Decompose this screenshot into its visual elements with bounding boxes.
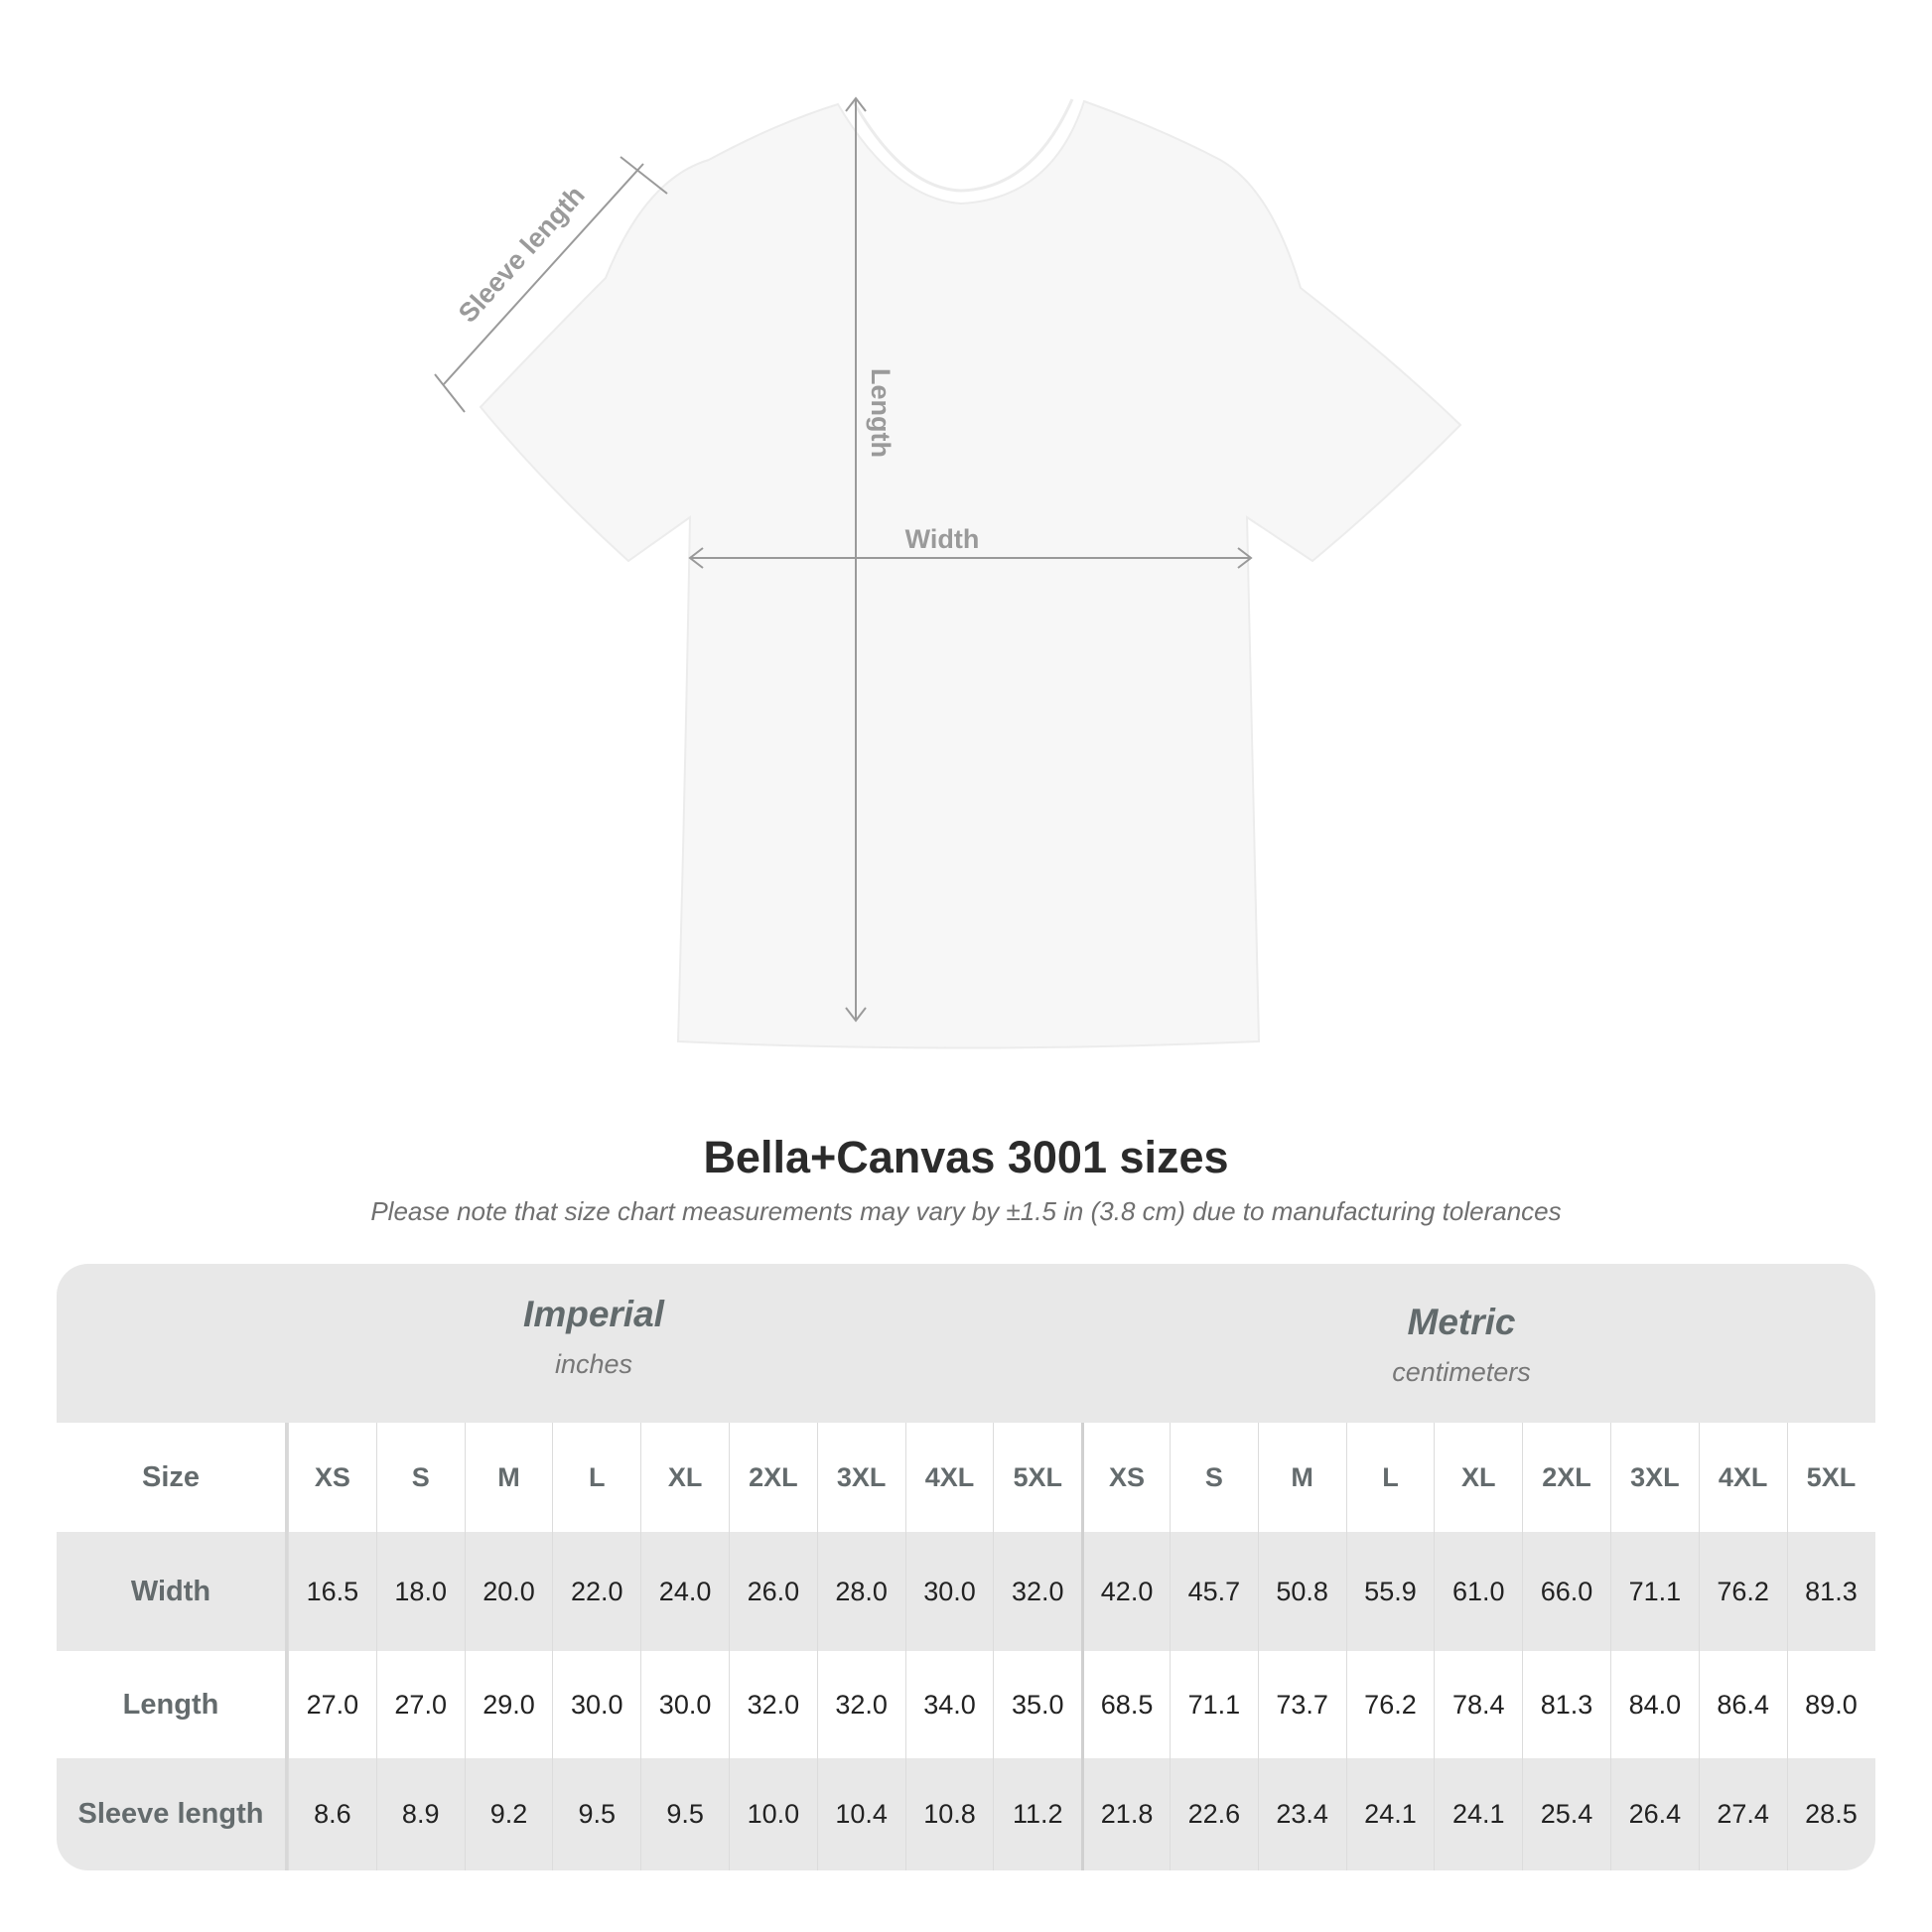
metric-value-cell: 73.7 bbox=[1257, 1651, 1346, 1758]
imperial-value-cell: 26.0 bbox=[728, 1532, 817, 1651]
length-label: Length bbox=[866, 368, 896, 458]
imperial-value-cell: 10.4 bbox=[816, 1758, 905, 1870]
metric-value-cell: 86.4 bbox=[1698, 1651, 1787, 1758]
row-label: Size bbox=[57, 1423, 288, 1532]
imperial-size-header: 4XL bbox=[904, 1423, 994, 1532]
metric-size-header: 5XL bbox=[1786, 1423, 1875, 1532]
metric-size-header: 2XL bbox=[1522, 1423, 1610, 1532]
imperial-title: Imperial bbox=[523, 1294, 664, 1334]
metric-value-cell: 42.0 bbox=[1081, 1532, 1170, 1651]
imperial-value-cell: 28.0 bbox=[816, 1532, 905, 1651]
page-title: Bella+Canvas 3001 sizes bbox=[703, 1132, 1229, 1182]
tshirt-shape bbox=[479, 99, 1462, 1049]
row-label: Width bbox=[57, 1532, 288, 1651]
imperial-value-cell: 8.9 bbox=[375, 1758, 465, 1870]
table-row: Sleeve length 8.6 8.9 9.2 9.5 9.5 10.0 10.4 10.8… bbox=[57, 1758, 1875, 1870]
metric-value-cell: 27.4 bbox=[1698, 1758, 1787, 1870]
metric-size-header: S bbox=[1169, 1423, 1258, 1532]
metric-value-cell: 23.4 bbox=[1257, 1758, 1346, 1870]
metric-value-cell: 81.3 bbox=[1786, 1532, 1875, 1651]
imperial-value-cell: 9.5 bbox=[640, 1758, 729, 1870]
size-header-row: Size XS S M L XL 2XL 3XL 4XL 5XL XS S M L XL 2XL 3XL 4XL 5… bbox=[57, 1423, 1875, 1532]
size-table: Imperial inches Metric centimeters Size X… bbox=[57, 1264, 1875, 1870]
imperial-size-header: 2XL bbox=[728, 1423, 817, 1532]
metric-value-cell: 71.1 bbox=[1169, 1651, 1258, 1758]
table-row: Length 27.0 27.0 29.0 30.0 30.0 32.0 32.0 34.0 35… bbox=[57, 1651, 1875, 1758]
imperial-size-header: 5XL bbox=[993, 1423, 1081, 1532]
imperial-value-cell: 32.0 bbox=[993, 1532, 1081, 1651]
imperial-value-cell: 32.0 bbox=[728, 1651, 817, 1758]
width-label: Width bbox=[905, 524, 980, 554]
row-label: Length bbox=[57, 1651, 288, 1758]
sleeve-length-label: Sleeve length bbox=[453, 180, 591, 328]
table-header: Imperial inches Metric centimeters bbox=[57, 1264, 1875, 1423]
metric-size-header: XS bbox=[1081, 1423, 1170, 1532]
table-row: Width 16.5 18.0 20.0 22.0 24.0 26.0 28.0 30.0 32.… bbox=[57, 1532, 1875, 1651]
imperial-size-header: M bbox=[464, 1423, 553, 1532]
tolerance-note: Please note that size chart measurements… bbox=[370, 1196, 1562, 1226]
imperial-size-header: 3XL bbox=[816, 1423, 905, 1532]
metric-value-cell: 61.0 bbox=[1434, 1532, 1522, 1651]
metric-value-cell: 68.5 bbox=[1081, 1651, 1170, 1758]
sleeve-arrow bbox=[443, 163, 644, 385]
metric-value-cell: 24.1 bbox=[1434, 1758, 1522, 1870]
metric-size-header: L bbox=[1345, 1423, 1435, 1532]
imperial-value-cell: 27.0 bbox=[288, 1651, 376, 1758]
imperial-value-cell: 34.0 bbox=[904, 1651, 994, 1758]
imperial-size-header: L bbox=[552, 1423, 640, 1532]
imperial-value-cell: 9.2 bbox=[464, 1758, 553, 1870]
imperial-header: Imperial inches bbox=[296, 1294, 892, 1380]
imperial-unit: inches bbox=[554, 1349, 633, 1379]
tshirt-diagram: Sleeve length Length Width bbox=[434, 96, 1462, 1049]
metric-title: Metric bbox=[1407, 1302, 1516, 1342]
imperial-value-cell: 27.0 bbox=[375, 1651, 465, 1758]
metric-value-cell: 26.4 bbox=[1609, 1758, 1699, 1870]
metric-size-header: 3XL bbox=[1609, 1423, 1699, 1532]
metric-value-cell: 89.0 bbox=[1786, 1651, 1875, 1758]
metric-value-cell: 45.7 bbox=[1169, 1532, 1258, 1651]
imperial-value-cell: 35.0 bbox=[993, 1651, 1081, 1758]
metric-value-cell: 55.9 bbox=[1345, 1532, 1435, 1651]
imperial-value-cell: 11.2 bbox=[993, 1758, 1081, 1870]
imperial-value-cell: 9.5 bbox=[552, 1758, 640, 1870]
metric-value-cell: 84.0 bbox=[1609, 1651, 1699, 1758]
imperial-value-cell: 29.0 bbox=[464, 1651, 553, 1758]
metric-value-cell: 24.1 bbox=[1345, 1758, 1435, 1870]
imperial-value-cell: 20.0 bbox=[464, 1532, 553, 1651]
metric-value-cell: 81.3 bbox=[1522, 1651, 1610, 1758]
imperial-value-cell: 8.6 bbox=[288, 1758, 376, 1870]
imperial-size-header: S bbox=[375, 1423, 465, 1532]
imperial-value-cell: 30.0 bbox=[552, 1651, 640, 1758]
metric-size-header: XL bbox=[1434, 1423, 1522, 1532]
imperial-size-header: XL bbox=[640, 1423, 729, 1532]
imperial-value-cell: 10.8 bbox=[904, 1758, 994, 1870]
metric-value-cell: 50.8 bbox=[1257, 1532, 1346, 1651]
imperial-value-cell: 30.0 bbox=[904, 1532, 994, 1651]
metric-value-cell: 21.8 bbox=[1081, 1758, 1170, 1870]
metric-value-cell: 76.2 bbox=[1698, 1532, 1787, 1651]
imperial-value-cell: 32.0 bbox=[816, 1651, 905, 1758]
metric-value-cell: 78.4 bbox=[1434, 1651, 1522, 1758]
metric-header: Metric centimeters bbox=[1164, 1302, 1759, 1388]
metric-unit: centimeters bbox=[1392, 1357, 1531, 1387]
imperial-value-cell: 10.0 bbox=[728, 1758, 817, 1870]
imperial-value-cell: 22.0 bbox=[552, 1532, 640, 1651]
metric-value-cell: 66.0 bbox=[1522, 1532, 1610, 1651]
metric-size-header: 4XL bbox=[1698, 1423, 1787, 1532]
imperial-value-cell: 16.5 bbox=[288, 1532, 376, 1651]
metric-size-header: M bbox=[1257, 1423, 1346, 1532]
imperial-size-header: XS bbox=[288, 1423, 376, 1532]
row-label: Sleeve length bbox=[57, 1758, 288, 1870]
imperial-value-cell: 30.0 bbox=[640, 1651, 729, 1758]
metric-value-cell: 22.6 bbox=[1169, 1758, 1258, 1870]
imperial-value-cell: 18.0 bbox=[375, 1532, 465, 1651]
imperial-value-cell: 24.0 bbox=[640, 1532, 729, 1651]
metric-value-cell: 71.1 bbox=[1609, 1532, 1699, 1651]
metric-value-cell: 76.2 bbox=[1345, 1651, 1435, 1758]
metric-value-cell: 25.4 bbox=[1522, 1758, 1610, 1870]
metric-value-cell: 28.5 bbox=[1786, 1758, 1875, 1870]
